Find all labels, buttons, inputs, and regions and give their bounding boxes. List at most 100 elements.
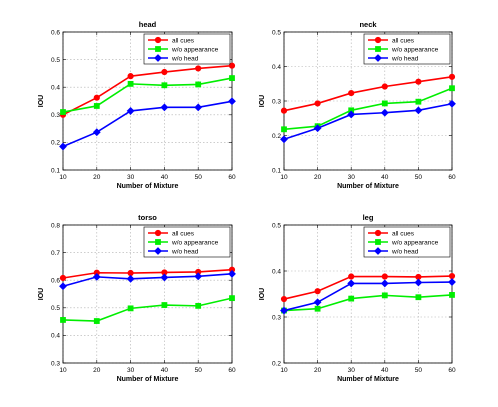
- data-point: [59, 142, 67, 151]
- y-tick-label: 0.5: [51, 305, 60, 312]
- data-point: [195, 81, 202, 88]
- data-point: [161, 82, 168, 89]
- series-line: [283, 281, 453, 312]
- axes-frame: [62, 224, 233, 364]
- data-point: [280, 306, 288, 315]
- x-axis-label: Number of Mixture: [117, 376, 179, 383]
- series-line: [62, 297, 233, 322]
- legend-label: all cues: [172, 230, 195, 237]
- legend-marker: [154, 247, 162, 255]
- y-tick-label: 0.4: [272, 64, 281, 71]
- y-tick-label: 0.2: [272, 360, 281, 367]
- chart-panel-head: 10 20 30 40 50 60 0.1 0.2 0.3 0.4 0.5 0.6 head Number…: [38, 20, 236, 190]
- x-tick-label: 40: [381, 367, 389, 374]
- y-tick-label: 0.4: [51, 333, 60, 340]
- data-point: [127, 73, 134, 80]
- x-axis-label: Number of Mixture: [337, 183, 399, 190]
- data-point: [194, 103, 203, 112]
- data-point: [229, 75, 235, 81]
- y-tick-label: 0.3: [51, 112, 60, 119]
- series-line: [62, 273, 233, 288]
- x-tick-label: 10: [280, 367, 288, 374]
- series-w-o-head: [59, 97, 236, 151]
- data-point: [348, 295, 355, 302]
- data-point: [126, 107, 135, 115]
- x-tick-label: 40: [161, 174, 169, 181]
- series-line: [283, 87, 453, 131]
- legend: all cues w/o appearance w/o head: [143, 33, 231, 65]
- data-point: [228, 62, 236, 69]
- x-axis-label: Number of Mixture: [337, 376, 399, 383]
- x-tick-label: 30: [348, 367, 356, 374]
- data-point: [59, 274, 67, 282]
- chart-panel-leg: 10 20 30 40 50 60 0.2 0.3 0.4 0.5 leg Number of Mix…: [259, 213, 456, 383]
- y-tick-label: 0.2: [272, 133, 281, 140]
- y-tick-label: 0.6: [51, 278, 60, 285]
- y-tick-label: 0.4: [272, 268, 281, 275]
- data-point: [161, 302, 168, 308]
- x-tick-label: 50: [415, 367, 423, 374]
- y-tick-label: 0.5: [272, 222, 281, 229]
- data-point: [126, 274, 135, 283]
- legend-marker: [154, 229, 162, 237]
- x-tick-label: 20: [93, 174, 101, 181]
- y-tick-label: 0.3: [272, 98, 281, 105]
- y-tick-label: 0.1: [272, 167, 281, 174]
- data-point: [381, 83, 388, 90]
- series-w-o-appearance: [60, 75, 235, 115]
- x-tick-label: 50: [195, 174, 203, 181]
- data-point: [160, 103, 169, 112]
- y-tick-label: 0.3: [51, 360, 60, 367]
- y-axis-label: IOU: [38, 95, 45, 107]
- legend-label: w/o head: [391, 55, 419, 62]
- data-point: [228, 269, 236, 278]
- data-point: [381, 292, 388, 299]
- legend-marker: [374, 36, 382, 44]
- y-tick-label: 0.7: [51, 250, 60, 257]
- series-w-o-appearance: [60, 295, 235, 324]
- x-tick-label: 60: [448, 367, 456, 374]
- data-point: [314, 288, 321, 295]
- x-tick-label: 20: [93, 367, 101, 374]
- data-point: [92, 272, 101, 281]
- x-tick-label: 20: [314, 174, 322, 181]
- data-point: [161, 68, 168, 76]
- data-point: [280, 135, 288, 144]
- series-all-cues: [59, 266, 236, 282]
- data-point: [93, 94, 100, 101]
- x-tick-label: 50: [415, 174, 423, 181]
- x-tick-label: 40: [381, 174, 389, 181]
- data-point: [195, 65, 202, 72]
- data-point: [381, 273, 388, 280]
- data-point: [348, 89, 355, 97]
- y-tick-label: 0.5: [51, 57, 60, 64]
- data-point: [280, 295, 288, 303]
- legend-label: w/o appearance: [391, 239, 439, 246]
- legend-label: all cues: [392, 230, 415, 237]
- x-tick-label: 10: [59, 367, 67, 374]
- data-point: [93, 318, 100, 324]
- y-axis-label: IOU: [259, 95, 266, 107]
- chart-title: neck: [359, 20, 377, 29]
- data-point: [380, 108, 389, 117]
- legend-label: w/o appearance: [171, 239, 219, 246]
- chart-panel-torso: 10 20 30 40 50 60 0.3 0.4 0.5 0.6 0.7 0.8 torso Numbe…: [38, 213, 236, 383]
- y-tick-label: 0.4: [51, 85, 60, 92]
- series-line: [62, 77, 233, 113]
- data-point: [449, 292, 455, 298]
- data-point: [280, 107, 288, 114]
- legend-label: w/o head: [391, 248, 419, 255]
- data-point: [92, 128, 101, 137]
- data-point: [381, 100, 388, 107]
- data-point: [194, 272, 203, 281]
- chart-title: torso: [138, 213, 157, 222]
- data-point: [60, 317, 66, 323]
- data-point: [380, 279, 389, 288]
- y-tick-label: 0.1: [51, 167, 60, 174]
- data-point: [59, 282, 67, 291]
- legend-label: all cues: [392, 37, 415, 44]
- data-point: [415, 78, 422, 85]
- y-tick-label: 0.8: [51, 222, 60, 229]
- data-point: [160, 273, 169, 282]
- data-point: [449, 85, 455, 92]
